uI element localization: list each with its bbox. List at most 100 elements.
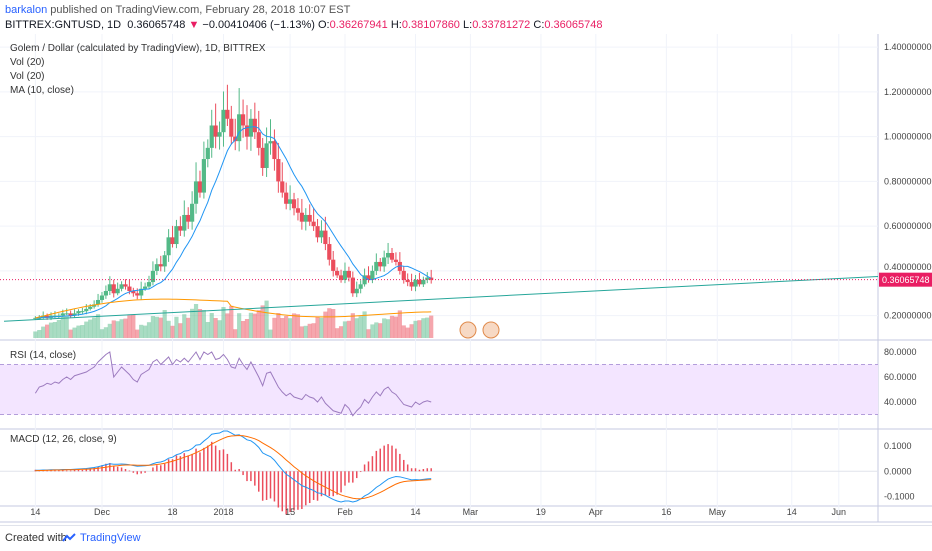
candle-body: [346, 270, 351, 278]
candle-body: [72, 313, 77, 316]
last-price-badge: [879, 272, 932, 287]
volume-bar: [268, 329, 273, 338]
volume-bar: [378, 323, 383, 338]
open-value: 0.36267941: [329, 19, 388, 31]
time-tick-label: 14: [787, 507, 797, 517]
tradingview-logo-icon: [62, 533, 76, 542]
candle-body: [166, 237, 171, 256]
volume-bar: [229, 305, 234, 338]
created-with-label: Created with: [5, 532, 67, 544]
candle-body: [60, 313, 65, 316]
volume-bar: [92, 317, 97, 338]
vol-legend-1: Vol (20): [10, 57, 44, 68]
candle-body: [421, 279, 426, 285]
volume-bar: [88, 319, 93, 338]
volume-bar: [303, 325, 308, 338]
volume-bar: [354, 318, 359, 338]
candle-body: [370, 270, 375, 280]
volume-bar: [142, 325, 148, 338]
volume-bar: [370, 324, 375, 338]
candle-body: [127, 286, 132, 292]
volume-bar: [272, 317, 277, 338]
candle-body: [335, 270, 340, 276]
candle-body: [374, 261, 379, 271]
price-tick-label: 1.20000000: [884, 87, 932, 97]
candle-body: [170, 237, 175, 245]
candle-body: [221, 109, 226, 133]
volume-bar: [52, 322, 58, 338]
main-title: Golem / Dollar (calculated by TradingVie…: [10, 43, 266, 54]
close-value: 0.36065748: [544, 19, 603, 31]
volume-bar: [409, 324, 414, 338]
candle-body: [362, 275, 367, 285]
footer: Created with TradingView: [0, 525, 932, 551]
tradingview-brand[interactable]: TradingView: [80, 532, 141, 544]
vol-legend-2: Vol (20): [10, 71, 44, 82]
volume-bar: [331, 309, 336, 338]
volume-bar: [217, 320, 222, 338]
low-label: L:: [463, 19, 473, 31]
candle-body: [288, 199, 293, 204]
chart-canvas[interactable]: 1.40000000 1.20000000 1.00000000 0.80000000…: [0, 34, 932, 524]
candle-body: [186, 214, 191, 222]
volume-bar: [213, 318, 218, 338]
price-tick-label: 0.80000000: [884, 176, 932, 186]
ohlc-line: BITTREX:GNTUSD, 1D 0.36065748 ▼ −0.00410…: [5, 19, 603, 31]
time-tick-label: 14: [30, 507, 40, 517]
time-tick-label: Dec: [94, 507, 111, 517]
price-axes[interactable]: 1.40000000 1.20000000 1.00000000 0.80000000…: [879, 42, 932, 501]
time-axis[interactable]: 14 Dec 18 2018 15 Feb 14 Mar 19 Apr 16 May 14 Jun: [30, 507, 846, 517]
high-label: H:: [390, 19, 402, 31]
candle-body: [327, 244, 332, 260]
price-tick-label: 1.00000000: [884, 132, 932, 142]
candle-body: [190, 203, 195, 222]
candle-body: [193, 181, 199, 204]
candle-body: [225, 109, 230, 119]
candle-body: [158, 264, 163, 267]
volume-bar: [244, 319, 250, 338]
volume-bar: [256, 310, 261, 338]
trendline: [3, 275, 879, 322]
candle-body: [174, 226, 179, 245]
event-flag-icon[interactable]: [459, 321, 500, 339]
candle-body: [182, 214, 187, 231]
candle-body: [397, 261, 402, 271]
open-label: O:: [318, 19, 330, 31]
ma-line: [35, 126, 432, 319]
volume-bar: [307, 323, 312, 338]
candle-body: [107, 284, 112, 292]
volume-bar: [76, 325, 81, 338]
publish-line: barkalon published on TradingView.com, F…: [5, 4, 350, 16]
volume-bar: [45, 324, 50, 338]
volume-bar: [225, 313, 230, 338]
volume-bar: [154, 316, 159, 338]
candle-body: [268, 141, 273, 144]
volume-bar: [311, 323, 316, 338]
time-tick-label: Mar: [463, 507, 479, 517]
volume-bar: [221, 307, 226, 338]
candle-body: [260, 147, 265, 168]
last-price-badge-label: 0.36065748: [882, 275, 930, 285]
volume-bar: [201, 310, 206, 338]
candlestick-series: [33, 84, 434, 321]
macd-pane: [0, 430, 878, 515]
candle-body: [338, 275, 344, 280]
candle-body: [178, 226, 183, 231]
macd-legend: MACD (12, 26, close, 9): [10, 434, 117, 445]
author-link[interactable]: barkalon: [5, 4, 48, 16]
time-tick-label: 19: [536, 507, 546, 517]
volume-bar: [233, 329, 238, 338]
volume-bar: [205, 322, 210, 338]
low-value: 0.33781272: [472, 19, 531, 31]
volume-bar: [99, 329, 105, 338]
macd-tick-label: 0.0000: [884, 466, 912, 476]
volume-bar: [193, 304, 199, 338]
high-value: 0.38107860: [401, 19, 460, 31]
publish-info: published on TradingView.com, February 2…: [47, 4, 351, 16]
volume-bar: [80, 325, 85, 338]
candle-body: [272, 141, 277, 160]
candle-body: [135, 293, 140, 296]
volume-bar: [103, 327, 109, 338]
candle-body: [209, 125, 214, 148]
candle-body: [248, 118, 254, 137]
